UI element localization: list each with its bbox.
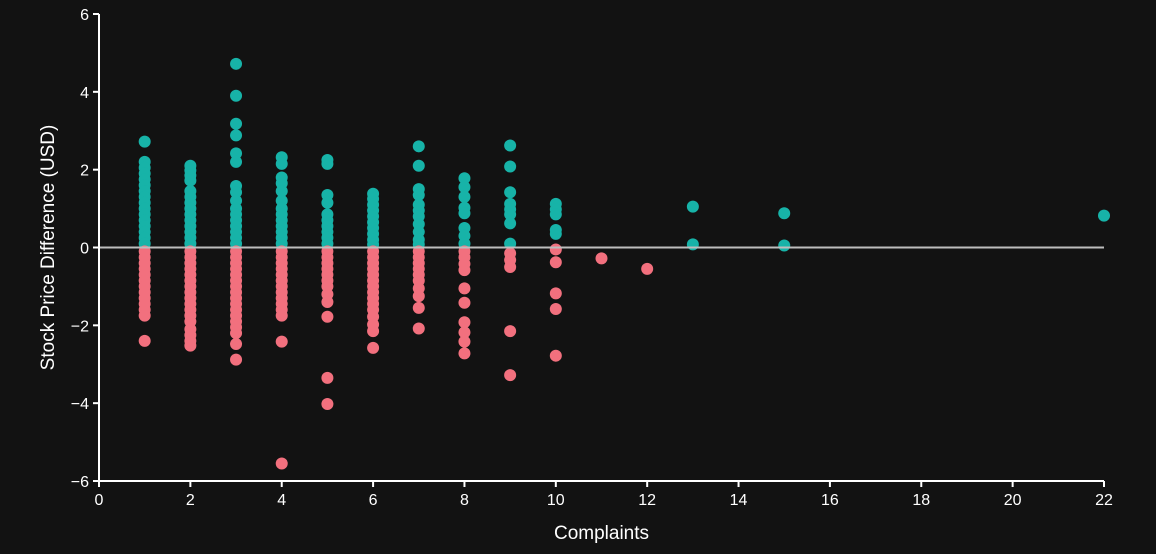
positive-point — [412, 159, 425, 172]
positive-point — [230, 155, 243, 168]
positive-point — [686, 200, 699, 213]
x-tick-label: 14 — [730, 492, 748, 509]
positive-point — [138, 135, 151, 148]
x-tick-label: 6 — [369, 492, 378, 509]
positive-point — [504, 217, 517, 230]
negative-point — [549, 349, 562, 362]
positive-point — [230, 117, 243, 130]
negative-point — [321, 310, 334, 323]
x-axis-title: Complaints — [554, 523, 649, 544]
positive-point — [504, 186, 517, 199]
positive-point — [686, 238, 699, 251]
negative-point — [367, 341, 380, 354]
positive-point — [230, 147, 243, 160]
y-tick-label: 0 — [80, 241, 89, 258]
positive-point — [412, 188, 425, 201]
positive-point — [230, 186, 243, 199]
negative-point — [321, 295, 334, 308]
negative-point — [549, 243, 562, 256]
y-tick-label: −6 — [71, 474, 89, 491]
positive-point — [504, 160, 517, 173]
x-tick-label: 20 — [1004, 492, 1022, 509]
negative-point — [275, 309, 288, 322]
positive-point — [412, 140, 425, 153]
x-tick-label: 16 — [821, 492, 839, 509]
positive-point — [184, 174, 197, 187]
negative-point — [138, 309, 151, 322]
positive-point — [230, 89, 243, 102]
negative-point — [458, 335, 471, 348]
negative-point — [549, 287, 562, 300]
negative-point — [412, 290, 425, 303]
negative-point — [458, 296, 471, 309]
x-tick-label: 4 — [277, 492, 286, 509]
negative-point — [504, 325, 517, 338]
negative-point — [321, 371, 334, 384]
positive-point — [321, 157, 334, 170]
negative-point — [458, 347, 471, 360]
y-tick-label: 4 — [80, 85, 89, 102]
y-tick-label: 6 — [80, 7, 89, 24]
negative-point — [367, 325, 380, 338]
positive-point — [230, 129, 243, 142]
positive-point — [275, 157, 288, 170]
y-axis-ticks: −6 −4 −2 0 2 4 6 — [71, 7, 99, 491]
x-tick-label: 8 — [460, 492, 469, 509]
x-tick-label: 22 — [1095, 492, 1113, 509]
negative-point — [458, 326, 471, 339]
positive-point — [230, 57, 243, 70]
negative-point — [230, 338, 243, 351]
positive-point — [549, 227, 562, 240]
y-axis-title: Stock Price Difference (USD) — [38, 125, 59, 371]
negative-point — [412, 322, 425, 335]
positive-point — [504, 208, 517, 221]
x-tick-label: 18 — [912, 492, 930, 509]
x-axis-ticks: 0 2 4 6 8 10 12 14 16 18 20 22 — [95, 481, 1113, 509]
x-tick-label: 2 — [186, 492, 195, 509]
negative-point — [504, 260, 517, 273]
negative-point — [641, 262, 654, 275]
positive-point — [778, 207, 791, 220]
positive-point — [321, 196, 334, 209]
positive-point — [458, 207, 471, 220]
positive-point — [275, 185, 288, 198]
positive-point — [458, 172, 471, 185]
negative-point — [412, 301, 425, 314]
positive-point — [1098, 209, 1110, 222]
y-tick-label: 2 — [80, 163, 89, 180]
negative-point — [321, 397, 334, 410]
y-tick-label: −4 — [71, 396, 89, 413]
negative-point — [138, 334, 151, 347]
x-tick-label: 12 — [638, 492, 656, 509]
negative-point — [458, 282, 471, 295]
positive-point — [458, 190, 471, 203]
negative-point — [230, 353, 243, 366]
x-tick-label: 0 — [95, 492, 104, 509]
negative-point — [275, 335, 288, 348]
negative-point — [275, 457, 288, 470]
negative-point — [458, 264, 471, 277]
negative-point — [549, 256, 562, 269]
negative-point — [458, 316, 471, 329]
positive-point — [504, 139, 517, 152]
positive-point — [778, 239, 791, 252]
points-layer — [138, 57, 1110, 470]
negative-point — [504, 369, 517, 382]
positive-point — [458, 181, 471, 194]
negative-point — [549, 302, 562, 315]
x-tick-label: 10 — [547, 492, 565, 509]
negative-point — [595, 252, 608, 265]
negative-point — [230, 327, 243, 340]
positive-point — [549, 208, 562, 221]
y-tick-label: −2 — [71, 318, 89, 335]
negative-point — [184, 339, 197, 352]
